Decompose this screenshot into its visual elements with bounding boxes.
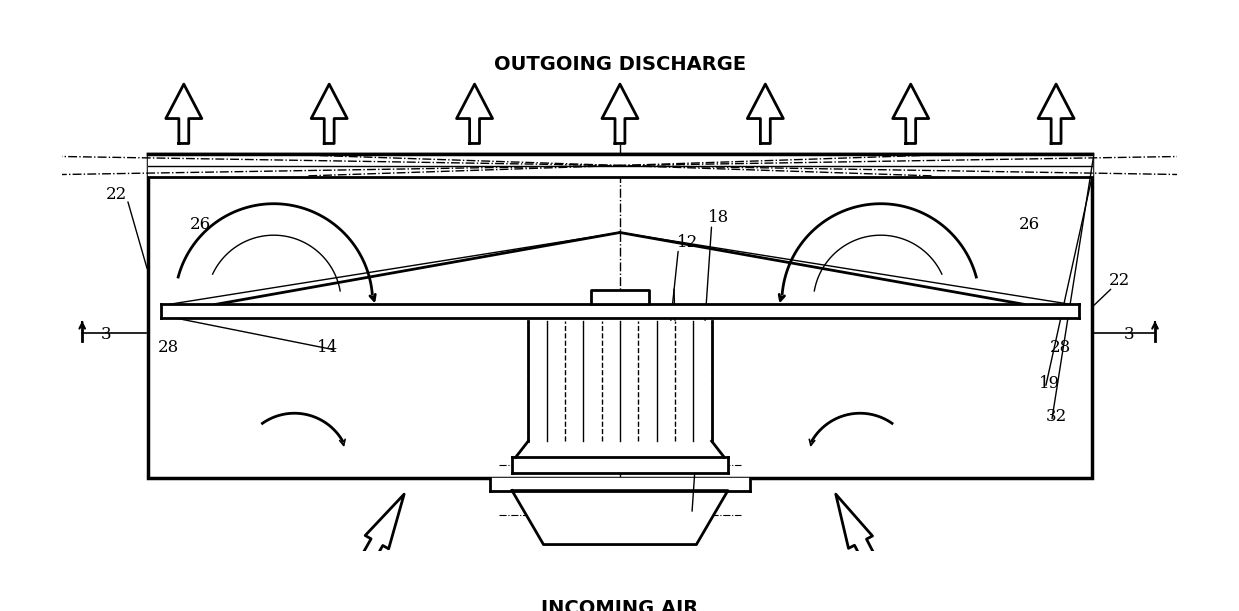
Polygon shape bbox=[747, 84, 783, 144]
Text: INCOMING AIR: INCOMING AIR bbox=[541, 599, 699, 611]
Polygon shape bbox=[512, 491, 727, 544]
Polygon shape bbox=[349, 494, 404, 585]
Polygon shape bbox=[147, 154, 1092, 177]
Polygon shape bbox=[591, 290, 649, 304]
Polygon shape bbox=[161, 304, 1079, 318]
Text: 26: 26 bbox=[1018, 216, 1040, 233]
Text: OUTGOING DISCHARGE: OUTGOING DISCHARGE bbox=[494, 55, 746, 74]
Text: 26: 26 bbox=[190, 216, 211, 233]
Text: 22: 22 bbox=[105, 186, 126, 203]
Text: 28: 28 bbox=[157, 339, 180, 356]
Polygon shape bbox=[1038, 84, 1074, 144]
Text: 12: 12 bbox=[676, 234, 698, 251]
Text: 32: 32 bbox=[1046, 408, 1067, 425]
Polygon shape bbox=[457, 84, 493, 144]
Text: 18: 18 bbox=[709, 209, 730, 225]
Text: 19: 19 bbox=[1040, 375, 1061, 392]
Polygon shape bbox=[893, 84, 929, 144]
Polygon shape bbox=[528, 321, 711, 441]
Text: 3: 3 bbox=[1124, 326, 1134, 343]
Text: 30: 30 bbox=[673, 330, 694, 347]
Bar bbox=[147, 154, 1092, 478]
Polygon shape bbox=[489, 478, 751, 491]
Polygon shape bbox=[602, 84, 638, 144]
Polygon shape bbox=[166, 84, 202, 144]
Text: 22: 22 bbox=[1109, 272, 1130, 288]
Polygon shape bbox=[515, 441, 725, 457]
Text: 28: 28 bbox=[1049, 339, 1072, 356]
Text: 14: 14 bbox=[317, 339, 338, 356]
Polygon shape bbox=[836, 494, 887, 585]
Text: 3: 3 bbox=[100, 326, 112, 343]
Polygon shape bbox=[512, 457, 727, 474]
Polygon shape bbox=[311, 84, 347, 144]
